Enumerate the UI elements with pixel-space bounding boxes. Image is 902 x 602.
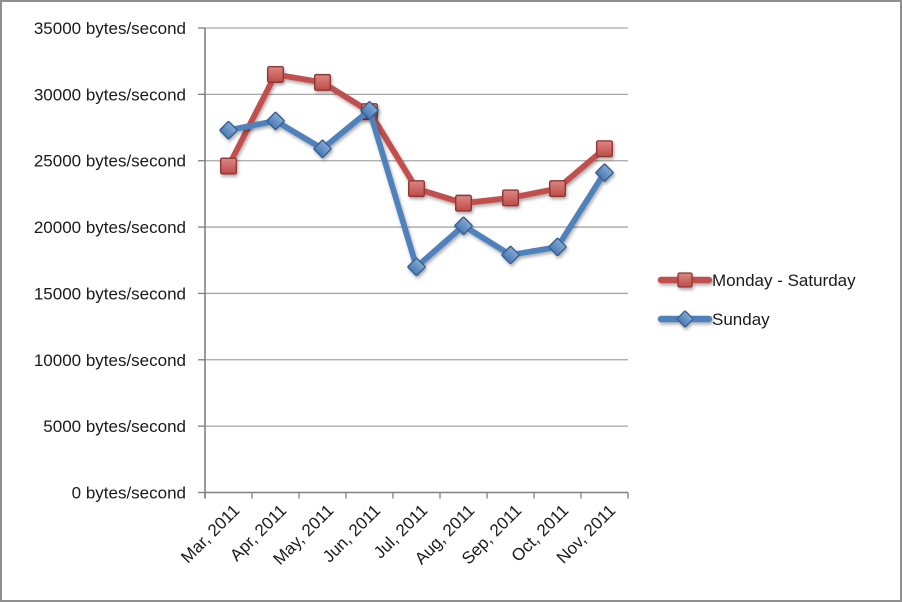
series-monday-saturday (219, 65, 614, 212)
data-point-marker (455, 194, 473, 212)
y-axis-label: 25000 bytes/second (34, 152, 186, 171)
gridlines (198, 27, 628, 494)
data-point-marker (314, 73, 332, 91)
data-point-marker (360, 101, 379, 120)
legend-label: Sunday (712, 310, 770, 329)
legend-marker (677, 272, 693, 288)
data-point-marker (548, 237, 567, 257)
y-axis-labels: 0 bytes/second 5000 bytes/second 10000 byt… (34, 19, 186, 503)
legend-label: Monday - Saturday (712, 271, 856, 290)
y-axis-label: 30000 bytes/second (34, 85, 186, 104)
data-point-marker (267, 65, 285, 83)
data-point-marker (596, 140, 614, 158)
axes (204, 28, 629, 499)
data-point-marker (595, 163, 614, 182)
data-point-marker (219, 157, 237, 175)
y-axis-label: 10000 bytes/second (34, 351, 186, 370)
data-point-marker (454, 216, 473, 235)
series-sunday (219, 101, 614, 277)
data-point-marker (313, 139, 332, 158)
data-point-marker (502, 189, 520, 207)
data-point-marker (266, 111, 285, 131)
y-axis-label: 5000 bytes/second (43, 417, 186, 436)
chart-legend: Monday - Saturday Sunday (657, 271, 856, 329)
legend-marker-square-icon (657, 272, 713, 288)
y-axis-label: 0 bytes/second (72, 484, 186, 503)
data-point-marker (407, 257, 426, 277)
legend-marker-diamond-icon (657, 310, 713, 328)
data-point-marker (408, 180, 426, 198)
legend-item-sunday: Sunday (657, 310, 770, 329)
y-axis-label: 35000 bytes/second (34, 19, 186, 38)
data-point-marker (501, 245, 520, 265)
y-axis-label: 20000 bytes/second (34, 218, 186, 237)
legend-marker (676, 310, 694, 328)
data-point-marker (549, 180, 567, 198)
data-point-marker (219, 120, 238, 140)
y-axis-label: 15000 bytes/second (34, 284, 186, 303)
legend-item-monday-saturday: Monday - Saturday (657, 271, 856, 290)
